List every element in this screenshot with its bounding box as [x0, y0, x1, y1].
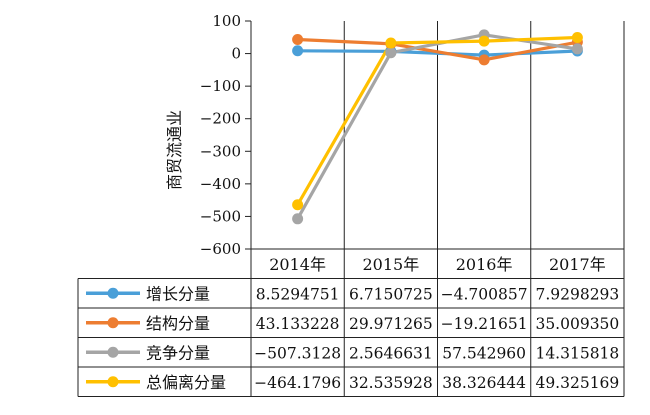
y-tick-label: −300: [200, 142, 241, 160]
y-tick-label: −600: [200, 240, 241, 258]
data-point: [385, 37, 397, 49]
series-line-3: [296, 33, 578, 220]
table-cell-value: 35.009350: [535, 315, 619, 333]
y-tick-label: −400: [200, 175, 241, 193]
data-point: [478, 54, 490, 66]
table-cell-value: −19.21651: [441, 315, 528, 333]
table-cell-value: 38.326444: [442, 374, 526, 392]
legend-label: 竞争分量: [146, 343, 210, 362]
series-line-4: [296, 35, 578, 206]
legend-label: 增长分量: [146, 284, 210, 303]
table-cell-value: −4.700857: [441, 285, 528, 303]
series-line-2: [297, 37, 578, 62]
table-cell-value: 8.5294751: [256, 285, 340, 303]
legend-key-marker: [107, 376, 119, 388]
table-cell-value: 6.7150725: [349, 285, 433, 303]
legend-key-marker: [107, 287, 119, 299]
legend-label: 结构分量: [146, 314, 210, 333]
y-tick-label: −500: [200, 207, 241, 225]
data-point: [292, 34, 304, 46]
table-cell-value: 2.5646631: [349, 344, 433, 362]
table-cell-value: 32.535928: [349, 374, 433, 392]
data-point: [478, 35, 490, 47]
table-cell-value: 14.315818: [535, 344, 619, 362]
category-label: 2016年: [456, 255, 513, 274]
category-label: 2017年: [549, 255, 606, 274]
category-label: 2015年: [363, 255, 420, 274]
y-tick-label: 100: [212, 12, 241, 30]
legend-key-marker: [107, 346, 119, 358]
data-point: [292, 213, 304, 225]
legend-label: 总偏离分量: [146, 373, 226, 392]
y-tick-label: 0: [231, 45, 241, 63]
data-point: [571, 32, 583, 44]
table-cell-value: 43.133228: [256, 315, 340, 333]
table-cell-value: 49.325169: [535, 374, 619, 392]
table-cell-value: 29.971265: [349, 315, 433, 333]
data-point: [292, 199, 304, 211]
table-cell-value: −507.3128: [254, 344, 341, 362]
legend-key-marker: [107, 317, 119, 329]
table-cell-value: 57.542960: [442, 344, 526, 362]
data-point: [292, 45, 304, 57]
table-cell-value: −464.1796: [254, 374, 341, 392]
y-axis-label: 商贸流通业: [165, 110, 184, 190]
table-cell-value: 7.9298293: [535, 285, 619, 303]
y-tick-label: −200: [200, 110, 241, 128]
data-point: [571, 43, 583, 55]
category-label: 2014年: [269, 255, 326, 274]
plot-area: 100 0 −100 −200 −300 −400 −500 −600 2014年 2015年 20…: [77, 12, 625, 397]
y-tick-label: −100: [200, 77, 241, 95]
data-point: [385, 47, 397, 59]
